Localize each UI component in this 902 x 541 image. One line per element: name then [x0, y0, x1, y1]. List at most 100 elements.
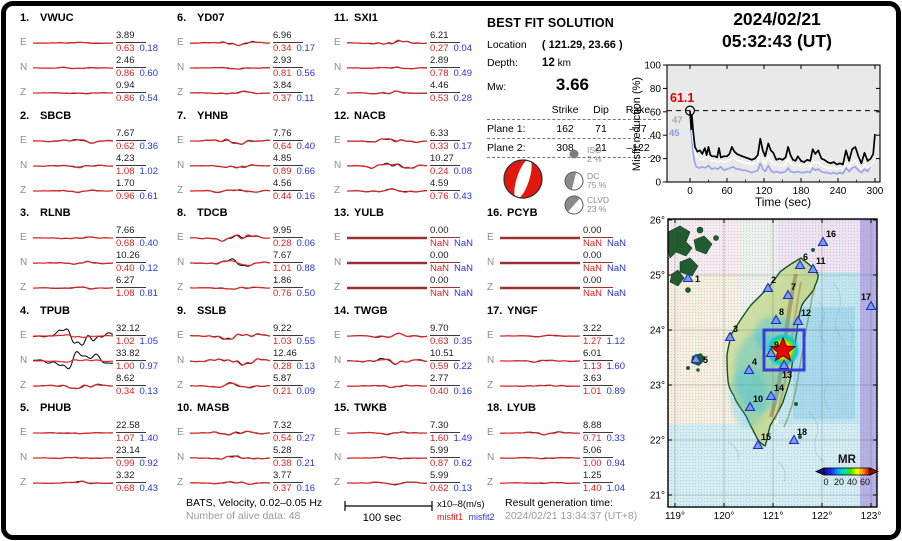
metrics-YULB-N: 0.00 NaN NaN [430, 251, 484, 274]
channel-row-MASB-N: N 5.28 0.38 0.21 [177, 445, 329, 470]
component-label: E [334, 427, 341, 438]
misfit1-value: 0.37 [273, 483, 292, 494]
misfit1-value: NaN [583, 288, 603, 299]
lat-tick-label: 25° [650, 271, 665, 282]
metrics-YULB-Z: 0.00 NaN NaN [430, 276, 484, 299]
component-label: N [20, 355, 28, 366]
waveform-plot-LYUB-N [499, 456, 581, 459]
misfit2-value: 0.56 [296, 68, 316, 79]
map-station-marker-7: 7 [782, 282, 796, 300]
misfit1-value: 0.28 [273, 238, 292, 249]
metrics-YNGF-N: 6.01 1.13 1.60 [583, 349, 637, 372]
component-label: E [334, 232, 341, 243]
chart-dynamic-layer: 61.1 47 45 0 20 40 60 80 100 0 60 120 180 240 300 [644, 61, 883, 198]
map-station-number: 1 [695, 274, 700, 284]
channel-row-PCYB-N: N 0.00 NaN NaN [487, 250, 639, 275]
component-label: N [20, 257, 28, 268]
station-header: 12. NACB [334, 110, 386, 122]
waveform-plot-YULB-E [347, 236, 427, 239]
waveform-plot-YD07-N [189, 66, 270, 70]
misfit2-value: 0.17 [453, 141, 473, 152]
synthetic-trace [33, 188, 114, 193]
waveform-plot-TDCB-N [190, 257, 271, 267]
amplitude-value: 4.85 [273, 153, 292, 164]
channel-row-PCYB-Z: Z 0.00 NaN NaN [487, 275, 639, 300]
metrics-TWGB-E: 9.70 0.63 0.35 [430, 324, 484, 347]
focal-mechanism-beachball [503, 159, 543, 199]
component-label: N [334, 62, 342, 73]
x-axis-label: Time (sec) [755, 195, 811, 209]
best-solution-marker [684, 105, 696, 116]
misfit2-value: 0.09 [296, 386, 316, 397]
metrics-SXI1-N: 2.89 0.78 0.49 [430, 56, 484, 79]
misfit2-value: 0.60 [139, 68, 159, 79]
misfit2-value: 0.88 [296, 263, 316, 274]
event-datetime: 2024/02/21 05:32:43 (UT) [662, 8, 892, 52]
component-label: E [177, 330, 184, 341]
magnitude-row: Mw: 3.66 [487, 75, 590, 94]
waveform-plot-MASB-Z [190, 480, 270, 485]
waveform-plot-MASB-N [190, 454, 271, 460]
map-station-marker-6: 6 [794, 252, 808, 270]
metrics-YHNB-N: 4.85 0.89 0.66 [273, 154, 327, 177]
waveform-plot-SBCB-E [32, 138, 114, 144]
component-label: N [20, 62, 28, 73]
amplitude-value: 1.70 [116, 178, 135, 189]
waveform-plot-NACB-Z [347, 187, 428, 193]
misfit2-value: 0.16 [296, 191, 316, 202]
amplitude-value: 0.00 [583, 275, 602, 286]
misfit2-value: NaN [607, 238, 627, 249]
waveform-plot-RLNB-N [32, 260, 114, 265]
channel-row-RLNB-N: N 10.26 0.40 0.12 [20, 250, 172, 275]
series-misfit-white [689, 122, 876, 170]
amplitude-value: 5.99 [430, 470, 449, 481]
amplitude-value: 23.14 [116, 445, 140, 456]
table-header-row: Strike Dip Rake [487, 101, 661, 120]
amplitude-value: 6.33 [430, 128, 449, 139]
metrics-VWUC-Z: 0.94 0.86 0.54 [116, 81, 170, 104]
waveform-plot-TWKB-E [346, 430, 427, 435]
amplitude-value: 9.95 [273, 225, 292, 236]
misfit2-value: 0.16 [453, 386, 473, 397]
result-label: Result generation time: [505, 497, 613, 509]
waveform-plot-SXI1-Z [346, 89, 428, 94]
synthetic-trace [190, 66, 270, 70]
station-panel-NACB: 12. NACB E 6.33 0.33 0.17 N 10.27 0.24 0.08 Z 4.59 0… [334, 110, 486, 206]
amplitude-value: 7.66 [116, 225, 135, 236]
metrics-TPUB-Z: 8.62 0.34 0.13 [116, 374, 170, 397]
misfit1-value: 0.87 [430, 458, 449, 469]
amplitude-value: 7.67 [116, 128, 135, 139]
waveform-plot-SBCB-Z [33, 188, 114, 193]
channel-row-SBCB-Z: Z 1.70 0.96 0.61 [20, 178, 172, 203]
misfit2-value: 0.50 [296, 288, 316, 299]
misfit2-value: 0.11 [296, 93, 315, 104]
channel-row-TPUB-N: N 33.82 1.00 0.97 [20, 348, 172, 373]
map-station-marker-16: 16 [817, 229, 836, 247]
metrics-YHNB-E: 7.76 0.64 0.40 [273, 129, 327, 152]
y-tick-label: 100 [644, 61, 661, 72]
metrics-PHUB-N: 23.14 0.99 0.92 [116, 446, 170, 469]
amplitude-value: 5.99 [430, 445, 449, 456]
map-station-marker-12: 12 [792, 308, 811, 326]
svg-text:DC: DC [587, 171, 599, 181]
amplitude-value: 9.70 [430, 323, 449, 334]
location-row: Location ( 121.29, 23.66 ) [487, 39, 623, 51]
metrics-LYUB-N: 5.06 1.00 0.94 [583, 446, 637, 469]
map-station-number: 8 [779, 307, 784, 317]
synthetic-trace [33, 479, 114, 484]
amplitude-value: 0.00 [583, 225, 602, 236]
amplitude-value: 6.01 [583, 348, 602, 359]
misfit2-value: NaN [607, 288, 627, 299]
component-label: Z [20, 87, 27, 98]
component-label: E [334, 37, 341, 48]
misfit2-value: 1.49 [453, 433, 473, 444]
lon-tick-label: 123° [861, 511, 882, 522]
svg-text:23 %: 23 % [587, 204, 607, 214]
metrics-YD07-N: 2.93 0.81 0.56 [273, 56, 327, 79]
channel-row-SSLB-N: N 12.46 0.28 0.13 [177, 348, 329, 373]
waveform-plot-LYUB-E [500, 430, 580, 436]
map-station-marker-8: 8 [770, 307, 784, 325]
synthetic-trace [346, 358, 427, 365]
misfit2-value: 0.43 [453, 191, 473, 202]
